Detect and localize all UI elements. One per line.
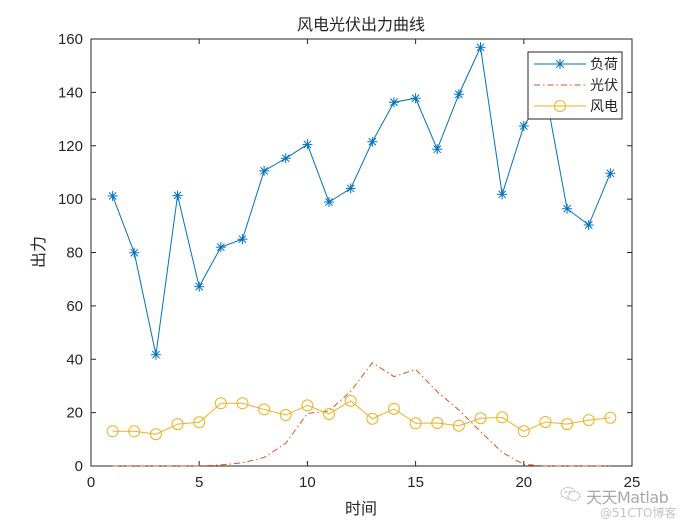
- legend-label: 光伏: [590, 78, 618, 94]
- series-layer: [106, 42, 617, 467]
- axes: 0 5 10 15 20 25 0 20 40 60 80 100 120 140 160: [58, 31, 640, 491]
- series-2: [112, 362, 611, 467]
- legend-item: 负荷: [534, 57, 618, 73]
- y-tick-label: 160: [58, 31, 83, 48]
- series-3: [106, 394, 617, 441]
- y-tick-label: 0: [75, 458, 83, 475]
- x-axis-label: 时间: [345, 499, 377, 518]
- y-tick-label: 80: [66, 245, 83, 262]
- y-axis-label: 出力: [29, 236, 48, 268]
- x-tick-label: 0: [87, 474, 95, 491]
- x-tick-label: 15: [407, 474, 424, 491]
- legend-item: 光伏: [534, 78, 618, 94]
- x-tick-label: 20: [515, 474, 532, 491]
- y-tick-label: 60: [66, 298, 83, 315]
- y-tick-label: 40: [66, 351, 83, 368]
- x-tick-label: 10: [299, 474, 316, 491]
- y-tick-label: 120: [58, 138, 83, 155]
- y-tick-label: 140: [58, 84, 83, 101]
- legend-item: 风电: [534, 99, 618, 115]
- series-1: [107, 42, 616, 360]
- chart-title: 风电光伏出力曲线: [297, 15, 425, 34]
- legend-label: 风电: [590, 99, 618, 115]
- y-tick-label: 20: [66, 405, 83, 422]
- legend-label: 负荷: [590, 57, 618, 73]
- x-tick-label: 5: [195, 474, 203, 491]
- y-tick-label: 100: [58, 191, 83, 208]
- x-tick-label: 25: [624, 474, 641, 491]
